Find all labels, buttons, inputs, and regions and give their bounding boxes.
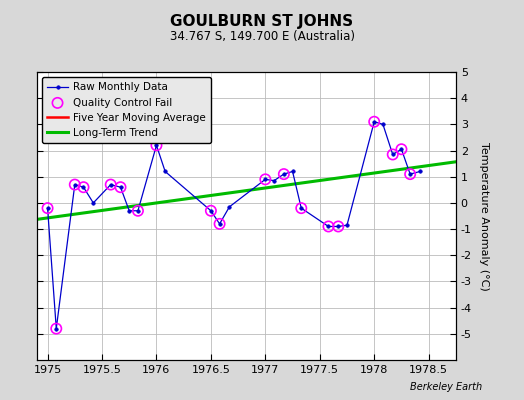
Quality Control Fail [397,146,406,152]
Raw Monthly Data [271,178,277,183]
Quality Control Fail [215,221,224,227]
Raw Monthly Data [208,208,214,213]
Raw Monthly Data [371,119,377,124]
Quality Control Fail [388,151,397,158]
Quality Control Fail [261,176,269,182]
Raw Monthly Data [380,122,386,127]
Text: GOULBURN ST JOHNS: GOULBURN ST JOHNS [170,14,354,29]
Raw Monthly Data [72,182,78,187]
Text: Berkeley Earth: Berkeley Earth [410,382,482,392]
Raw Monthly Data [117,185,124,190]
Raw Monthly Data [126,208,133,213]
Raw Monthly Data [281,172,287,176]
Quality Control Fail [152,142,161,148]
Quality Control Fail [52,325,60,332]
Quality Control Fail [280,171,288,177]
Quality Control Fail [79,184,88,190]
Raw Monthly Data [407,172,413,176]
Quality Control Fail [370,118,378,125]
Raw Monthly Data [289,169,296,174]
Quality Control Fail [116,184,125,190]
Raw Monthly Data [107,182,114,187]
Raw Monthly Data [90,200,96,205]
Raw Monthly Data [344,223,350,228]
Quality Control Fail [134,208,142,214]
Quality Control Fail [406,171,414,177]
Quality Control Fail [71,181,79,188]
Raw Monthly Data [80,185,86,190]
Raw Monthly Data [226,204,233,209]
Raw Monthly Data [162,169,168,174]
Quality Control Fail [106,181,115,188]
Raw Monthly Data [417,169,423,174]
Text: 34.767 S, 149.700 E (Australia): 34.767 S, 149.700 E (Australia) [169,30,355,43]
Quality Control Fail [334,223,343,230]
Raw Monthly Data [135,208,141,213]
Quality Control Fail [206,208,215,214]
Quality Control Fail [43,205,52,211]
Raw Monthly Data [53,326,59,331]
Raw Monthly Data [262,177,268,182]
Raw Monthly Data [154,143,160,148]
Line: Raw Monthly Data: Raw Monthly Data [46,120,422,330]
Raw Monthly Data [298,206,304,210]
Raw Monthly Data [45,206,51,210]
Legend: Raw Monthly Data, Quality Control Fail, Five Year Moving Average, Long-Term Tren: Raw Monthly Data, Quality Control Fail, … [42,77,211,143]
Y-axis label: Temperature Anomaly (°C): Temperature Anomaly (°C) [478,142,488,290]
Raw Monthly Data [335,224,342,229]
Quality Control Fail [297,205,305,211]
Quality Control Fail [324,223,333,230]
Raw Monthly Data [389,152,396,157]
Raw Monthly Data [398,147,405,152]
Raw Monthly Data [216,222,223,226]
Raw Monthly Data [325,224,332,229]
